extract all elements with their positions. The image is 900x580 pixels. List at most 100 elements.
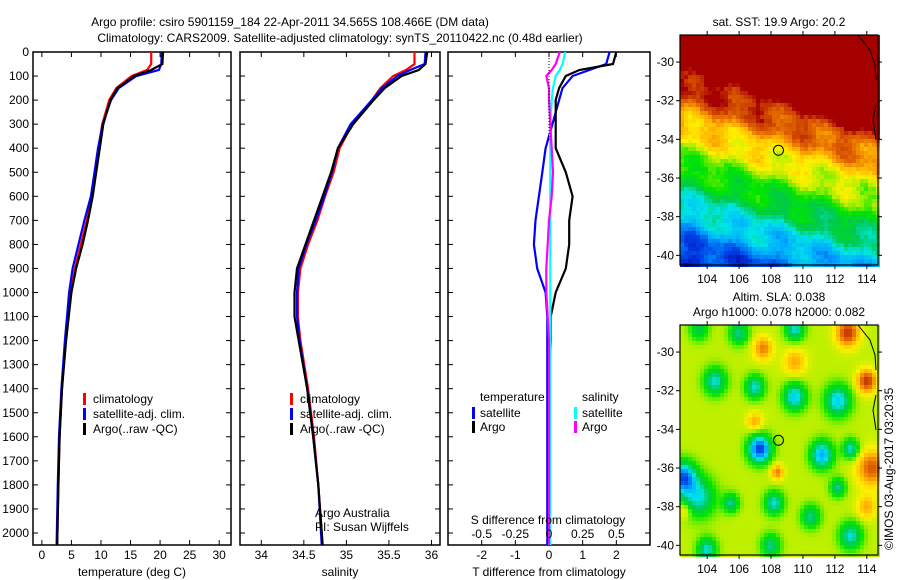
map-cell: [760, 529, 764, 533]
map-cell: [748, 345, 752, 349]
map-cell: [732, 123, 736, 127]
map-cell: [872, 163, 876, 167]
map-cell: [800, 167, 804, 171]
map-cell: [800, 513, 804, 517]
map-cell: [716, 255, 720, 259]
map-cell: [760, 171, 764, 175]
map-cell: [844, 63, 848, 67]
map-cell: [820, 171, 824, 175]
map-cell: [780, 525, 784, 529]
map-cell: [700, 469, 704, 473]
map-cell: [852, 187, 856, 191]
map-cell: [696, 517, 700, 521]
map-cell: [780, 119, 784, 123]
map-cell: [816, 235, 820, 239]
map-cell: [696, 219, 700, 223]
map-cell: [844, 99, 848, 103]
map-cell: [772, 231, 776, 235]
map-cell: [764, 333, 768, 337]
map-cell: [856, 67, 860, 71]
map-cell: [792, 413, 796, 417]
map-cell: [852, 135, 856, 139]
map-cell: [704, 401, 708, 405]
map-cell: [704, 509, 708, 513]
map-cell: [872, 167, 876, 171]
map-cell: [772, 449, 776, 453]
map-cell: [780, 517, 784, 521]
map-cell: [788, 219, 792, 223]
map-cell: [788, 151, 792, 155]
map-cell: [776, 235, 780, 239]
map-cell: [796, 239, 800, 243]
map-cell: [788, 231, 792, 235]
map-cell: [764, 461, 768, 465]
map-cell: [816, 187, 820, 191]
map-cell: [680, 425, 684, 429]
map-cell: [824, 247, 828, 251]
map-cell: [764, 63, 768, 67]
x-tick-label: 112: [825, 272, 844, 286]
map-cell: [756, 325, 760, 329]
map-cell: [732, 255, 736, 259]
map-cell: [712, 51, 716, 55]
map-cell: [716, 115, 720, 119]
map-cell: [716, 457, 720, 461]
map-cell: [792, 421, 796, 425]
map-cell: [744, 525, 748, 529]
map-cell: [680, 171, 684, 175]
map-cell: [748, 377, 752, 381]
map-cell: [776, 111, 780, 115]
map-cell: [784, 67, 788, 71]
map-cell: [704, 63, 708, 67]
x-tick-label: 106: [729, 272, 749, 286]
map-cell: [756, 231, 760, 235]
map-cell: [752, 95, 756, 99]
map-cell: [708, 481, 712, 485]
map-cell: [780, 381, 784, 385]
map-cell: [772, 99, 776, 103]
map-cell: [736, 549, 740, 553]
map-cell: [820, 243, 824, 247]
map-cell: [728, 501, 732, 505]
map-cell: [836, 139, 840, 143]
map-cell: [752, 337, 756, 341]
map-cell: [788, 223, 792, 227]
map-cell: [836, 87, 840, 91]
map-cell: [796, 35, 800, 39]
map-cell: [688, 255, 692, 259]
map-cell: [688, 243, 692, 247]
map-cell: [820, 195, 824, 199]
map-cell: [828, 235, 832, 239]
map-cell: [744, 529, 748, 533]
map-cell: [784, 445, 788, 449]
map-cell: [760, 47, 764, 51]
map-cell: [696, 441, 700, 445]
map-cell: [736, 119, 740, 123]
map-cell: [728, 537, 732, 541]
map-cell: [680, 533, 684, 537]
map-cell: [840, 235, 844, 239]
map-cell: [784, 493, 788, 497]
map-cell: [732, 235, 736, 239]
map-cell: [816, 215, 820, 219]
map-cell: [828, 143, 832, 147]
map-cell: [792, 131, 796, 135]
map-cell: [712, 183, 716, 187]
map-cell: [680, 243, 684, 247]
map-cell: [696, 131, 700, 135]
map-cell: [696, 521, 700, 525]
map-cell: [744, 449, 748, 453]
map-cell: [716, 521, 720, 525]
map-cell: [700, 231, 704, 235]
map-cell: [692, 35, 696, 39]
map-cell: [732, 51, 736, 55]
map-cell: [712, 477, 716, 481]
map-cell: [736, 123, 740, 127]
map-cell: [856, 207, 860, 211]
map-cell: [800, 159, 804, 163]
map-cell: [744, 537, 748, 541]
map-cell: [684, 385, 688, 389]
map-cell: [764, 417, 768, 421]
map-cell: [832, 135, 836, 139]
map-cell: [792, 437, 796, 441]
